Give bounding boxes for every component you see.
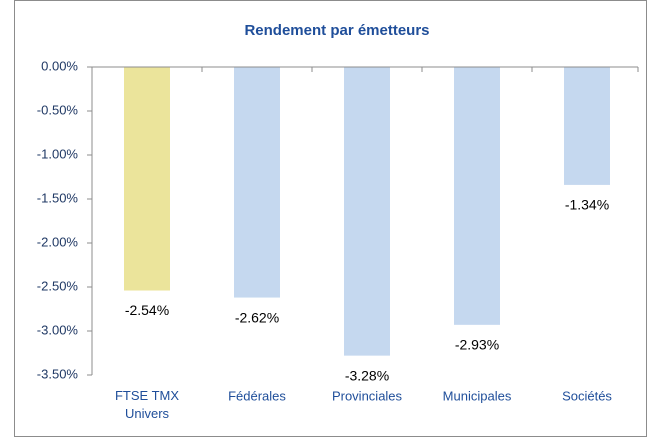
bar: [124, 67, 170, 291]
value-label: -2.93%: [455, 337, 499, 353]
bar: [454, 67, 500, 325]
y-tick-label: -1.50%: [37, 190, 79, 205]
bar: [234, 67, 280, 298]
y-tick-label: -2.00%: [37, 234, 79, 249]
x-tick-label: Fédérales: [228, 388, 286, 403]
x-tick-label: Municipales: [443, 388, 512, 403]
y-tick-label: -3.50%: [37, 366, 79, 381]
y-tick-label: -3.00%: [37, 322, 79, 337]
x-tick-label: Sociétés: [562, 388, 612, 403]
x-tick-label: FTSE TMX Univers: [115, 388, 179, 421]
value-label: -1.34%: [565, 197, 609, 213]
x-tick-label: Provinciales: [332, 388, 403, 403]
y-tick-label: -2.50%: [37, 278, 79, 293]
chart-title: Rendement par émetteurs: [244, 22, 429, 39]
value-label: -2.54%: [125, 302, 169, 318]
value-label: -3.28%: [345, 367, 389, 383]
value-label: -2.62%: [235, 309, 279, 325]
y-tick-label: -1.00%: [37, 146, 79, 161]
chart-border: [14, 0, 647, 437]
bar: [344, 67, 390, 356]
bar: [564, 67, 610, 185]
y-tick-label: -0.50%: [37, 102, 79, 117]
y-tick-label: 0.00%: [41, 58, 78, 73]
